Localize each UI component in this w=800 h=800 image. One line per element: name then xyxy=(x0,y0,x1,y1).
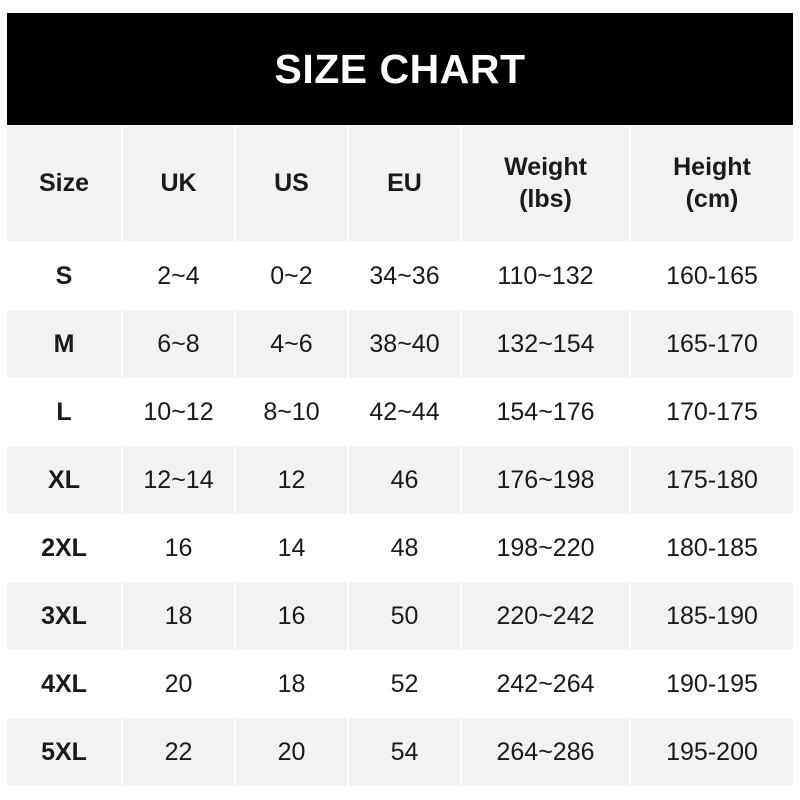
cell-weight: 110~132 xyxy=(461,242,631,310)
table-row: S 2~4 0~2 34~36 110~132 160-165 xyxy=(7,242,793,310)
cell-size: 3XL xyxy=(7,582,123,650)
column-header-us-line1: US xyxy=(274,168,309,197)
cell-eu: 42~44 xyxy=(348,378,462,446)
cell-us: 18 xyxy=(235,650,349,718)
header-row: Size UK US EU Weight (lbs) xyxy=(7,126,793,243)
page-title: SIZE CHART xyxy=(274,45,526,92)
column-header-eu-line1: EU xyxy=(387,168,422,197)
cell-us: 4~6 xyxy=(235,310,349,378)
title-banner: SIZE CHART xyxy=(7,13,793,125)
size-chart-table: Size UK US EU Weight (lbs) xyxy=(7,126,793,786)
cell-uk: 22 xyxy=(122,718,236,786)
cell-eu: 38~40 xyxy=(348,310,462,378)
cell-weight: 176~198 xyxy=(461,446,631,514)
cell-eu: 34~36 xyxy=(348,242,462,310)
cell-us: 0~2 xyxy=(235,242,349,310)
column-header-weight-line2: (lbs) xyxy=(519,184,572,213)
cell-uk: 18 xyxy=(122,582,236,650)
column-header-height-line2: (cm) xyxy=(685,184,739,213)
cell-weight: 132~154 xyxy=(461,310,631,378)
table-row: M 6~8 4~6 38~40 132~154 165-170 xyxy=(7,310,793,378)
cell-uk: 20 xyxy=(122,650,236,718)
cell-eu: 52 xyxy=(348,650,462,718)
cell-uk: 12~14 xyxy=(122,446,236,514)
column-header-size: Size xyxy=(7,126,123,243)
cell-height: 160-165 xyxy=(666,262,758,290)
column-header-weight: Weight (lbs) xyxy=(461,126,631,243)
cell-us: 20 xyxy=(235,718,349,786)
size-chart-table-container: Size UK US EU Weight (lbs) xyxy=(7,126,793,786)
cell-weight: 198~220 xyxy=(461,514,631,582)
cell-height: 195-200 xyxy=(666,737,758,766)
column-header-uk-line1: UK xyxy=(160,168,197,197)
column-header-eu: EU xyxy=(348,126,462,243)
cell-eu: 48 xyxy=(348,514,462,582)
cell-size: 4XL xyxy=(7,650,123,718)
cell-height: 170-175 xyxy=(666,397,758,426)
cell-height: 175-180 xyxy=(666,465,758,494)
cell-eu: 50 xyxy=(348,582,462,650)
cell-eu: 54 xyxy=(348,718,462,786)
cell-uk: 10~12 xyxy=(122,378,236,446)
cell-uk: 2~4 xyxy=(122,242,236,310)
column-header-uk: UK xyxy=(122,126,236,243)
table-row: 2XL 16 14 48 198~220 180-185 xyxy=(7,514,793,582)
cell-uk: 6~8 xyxy=(122,310,236,378)
cell-uk: 16 xyxy=(122,514,236,582)
cell-us: 14 xyxy=(235,514,349,582)
cell-height: 190-195 xyxy=(666,669,758,698)
cell-us: 12 xyxy=(235,446,349,514)
column-header-size-line1: Size xyxy=(38,168,90,197)
cell-size: S xyxy=(7,242,123,310)
table-header: Size UK US EU Weight (lbs) xyxy=(7,126,793,243)
cell-size: 2XL xyxy=(7,514,123,582)
cell-size: M xyxy=(7,310,123,378)
cell-height: 165-170 xyxy=(666,329,758,358)
cell-weight: 264~286 xyxy=(461,718,631,786)
table-row: 4XL 20 18 52 242~264 190-195 xyxy=(7,650,793,718)
cell-height: 180-185 xyxy=(666,533,758,562)
cell-size: XL xyxy=(7,446,123,514)
cell-us: 8~10 xyxy=(235,378,349,446)
column-header-weight-line1: Weight xyxy=(504,153,587,182)
cell-eu: 46 xyxy=(348,446,462,514)
table-row: XL 12~14 12 46 176~198 175-180 xyxy=(7,446,793,514)
cell-size: L xyxy=(7,378,123,446)
cell-weight: 242~264 xyxy=(461,650,631,718)
table-row: L 10~12 8~10 42~44 154~176 170-175 xyxy=(7,378,793,446)
table-row: 5XL 22 20 54 264~286 195-200 xyxy=(7,718,793,786)
cell-us: 16 xyxy=(235,582,349,650)
column-header-us: US xyxy=(235,126,349,243)
column-header-height: Height (cm) xyxy=(630,126,793,243)
table-body: S 2~4 0~2 34~36 110~132 160-165 M 6~8 4~… xyxy=(7,242,793,786)
cell-weight: 154~176 xyxy=(461,378,631,446)
column-header-height-line1: Height xyxy=(673,153,751,182)
cell-size: 5XL xyxy=(7,718,123,786)
cell-weight: 220~242 xyxy=(461,582,631,650)
cell-height: 185-190 xyxy=(666,601,758,630)
table-row: 3XL 18 16 50 220~242 185-190 xyxy=(7,582,793,650)
